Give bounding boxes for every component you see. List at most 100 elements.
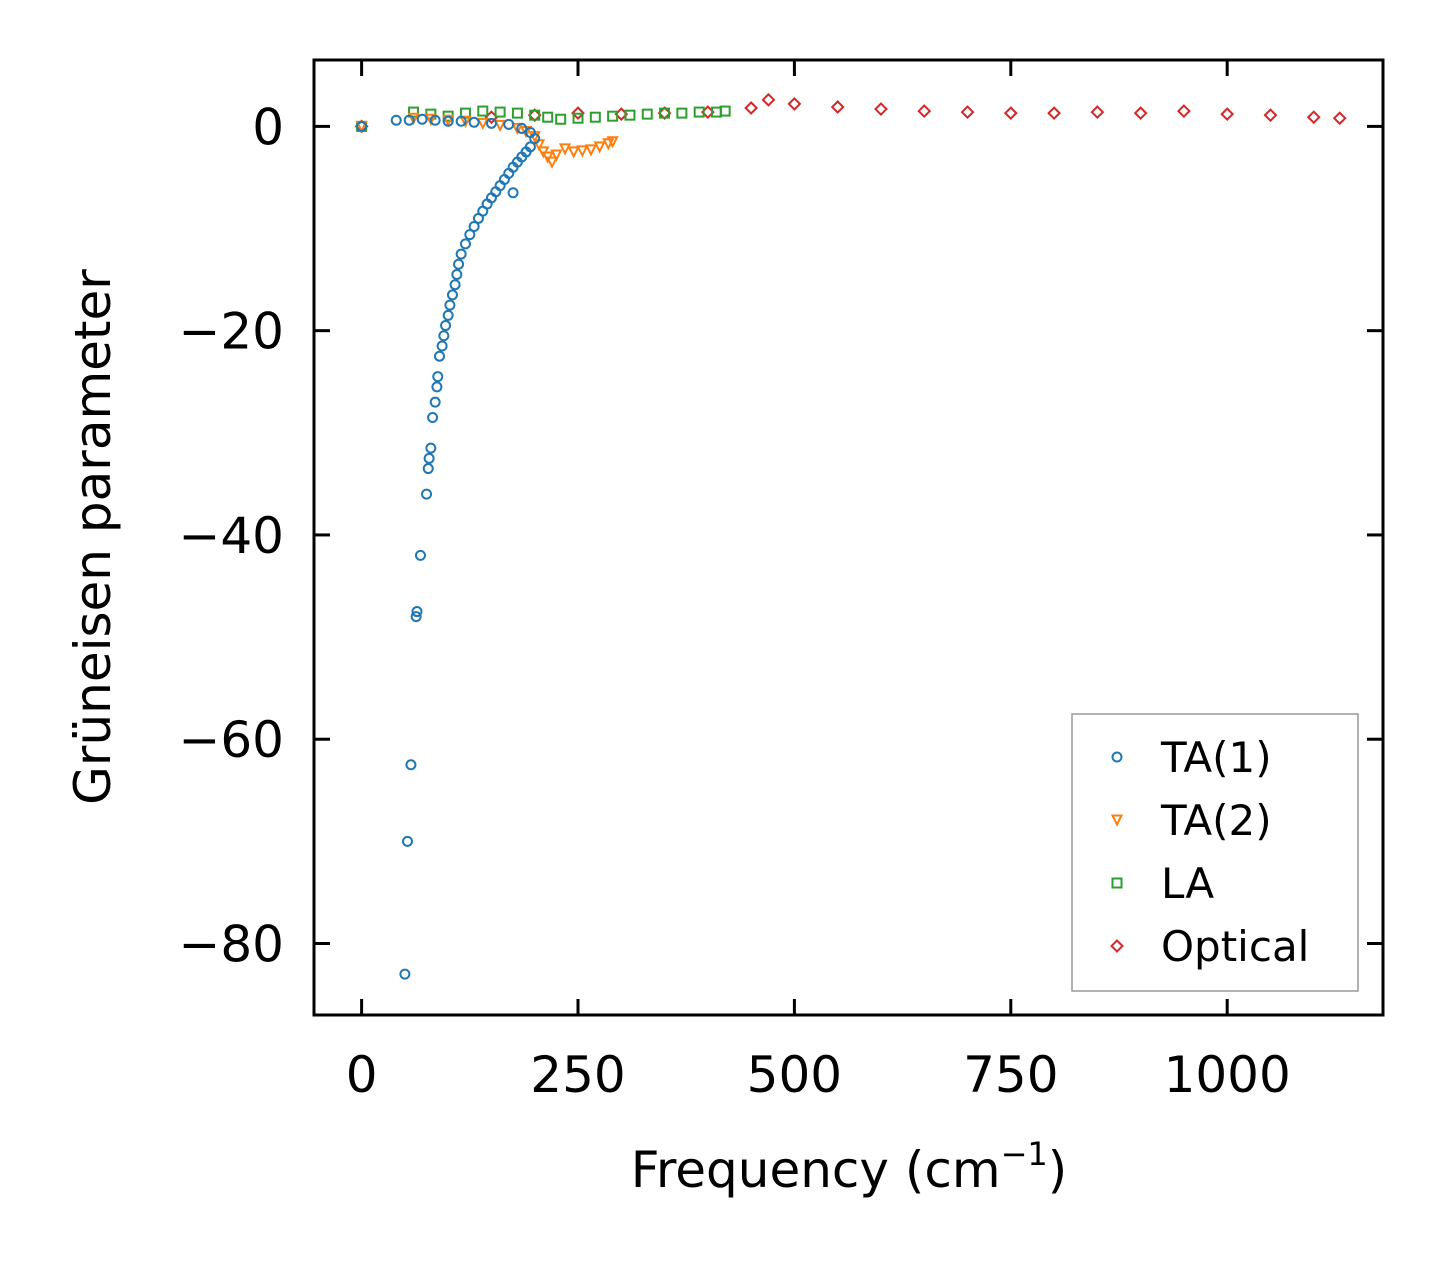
point-circle [423, 452, 435, 464]
point-triangle-down [606, 136, 619, 149]
point-circle [422, 463, 434, 475]
point-square [477, 105, 489, 117]
point-square [676, 107, 688, 119]
point-circle [429, 396, 441, 408]
legend-marker-triangle-down [1110, 814, 1124, 827]
point-circle [401, 835, 413, 847]
point-circle [485, 117, 497, 129]
point-triangle-down [493, 119, 507, 133]
point-diamond [917, 104, 932, 118]
point-square [529, 109, 541, 121]
point-circle [405, 759, 417, 771]
legend-marker-circle [1111, 751, 1123, 763]
point-circle [416, 113, 428, 125]
point-circle [429, 114, 441, 126]
point-triangle-down [584, 144, 598, 157]
point-circle [507, 187, 519, 199]
point-triangle-down [442, 114, 455, 127]
point-square [542, 111, 554, 123]
series-ta-1- [356, 113, 541, 980]
x-axis-label: Frequency (cm−1) [631, 1135, 1068, 1199]
point-circle [444, 299, 456, 311]
point-circle [459, 238, 471, 250]
point-circle [440, 320, 452, 332]
x-tick-label: 1000 [1164, 1046, 1291, 1104]
x-tick-label: 250 [530, 1046, 625, 1104]
point-triangle-down [593, 141, 606, 154]
point-diamond [1133, 106, 1148, 121]
axes [312, 58, 1385, 1017]
point-triangle-down [476, 117, 489, 131]
point-diamond [761, 92, 776, 107]
point-triangle-down [558, 143, 572, 156]
point-circle [410, 611, 422, 623]
point-circle [399, 968, 411, 980]
point-circle [446, 289, 458, 301]
plot-frame [312, 58, 1385, 1017]
point-square [555, 113, 567, 125]
point-circle [449, 279, 461, 291]
point-diamond [787, 97, 802, 111]
point-square [572, 112, 584, 124]
point-diamond [830, 100, 845, 114]
point-square [719, 105, 731, 117]
point-diamond [1047, 106, 1061, 121]
point-circle [414, 549, 426, 561]
legend-marker-square [1111, 877, 1123, 889]
y-tick-label: −40 [178, 507, 284, 565]
point-circle [451, 268, 463, 280]
point-triangle-down [459, 115, 472, 129]
point-circle [434, 350, 446, 362]
point-circle [472, 212, 484, 224]
point-circle [403, 114, 415, 126]
legend-label: TA(1) [1160, 733, 1272, 782]
point-triangle-down [407, 112, 420, 125]
y-tick-label: −80 [178, 916, 284, 974]
point-circle [455, 248, 467, 260]
point-square [589, 111, 601, 123]
point-circle [464, 229, 476, 241]
point-triangle-down [550, 149, 563, 162]
point-diamond [1263, 108, 1278, 123]
ticks: 0 250 500 750 1000 0 −20 −40 −60 −80 [178, 60, 1383, 1104]
point-diamond [571, 106, 585, 121]
legend: TA(1) TA(2) LA Optical [1071, 713, 1359, 992]
legend-label: LA [1161, 859, 1214, 908]
point-circle [432, 371, 444, 383]
point-circle [421, 488, 433, 500]
point-circle [455, 115, 467, 127]
point-diamond [1177, 104, 1191, 118]
point-circle [529, 133, 541, 145]
legend-label: TA(2) [1160, 796, 1272, 845]
point-diamond [1332, 111, 1347, 126]
point-square [659, 107, 671, 119]
legend-label: Optical [1161, 922, 1309, 971]
point-circle [516, 122, 528, 134]
point-circle [438, 330, 450, 342]
y-axis-label: Grüneisen parameter [64, 269, 122, 805]
point-circle [453, 258, 465, 270]
point-circle [431, 381, 443, 393]
point-circle [468, 220, 480, 232]
point-diamond [1090, 105, 1105, 120]
point-square [494, 106, 506, 118]
x-tick-label: 0 [346, 1046, 378, 1104]
x-tick-label: 750 [963, 1046, 1058, 1104]
point-triangle-down [545, 156, 559, 169]
point-square [511, 107, 523, 119]
y-tick-label: −20 [178, 303, 284, 361]
y-tick-label: 0 [252, 98, 284, 156]
point-circle [503, 118, 515, 130]
point-diamond [960, 105, 975, 120]
point-circle [442, 309, 454, 321]
point-circle [427, 411, 439, 423]
point-circle [425, 442, 437, 454]
point-diamond [874, 102, 888, 116]
point-square [693, 106, 705, 118]
point-circle [356, 120, 368, 132]
point-triangle-down [424, 113, 437, 126]
point-square [607, 110, 619, 122]
point-square [624, 109, 636, 121]
point-square [408, 106, 420, 118]
